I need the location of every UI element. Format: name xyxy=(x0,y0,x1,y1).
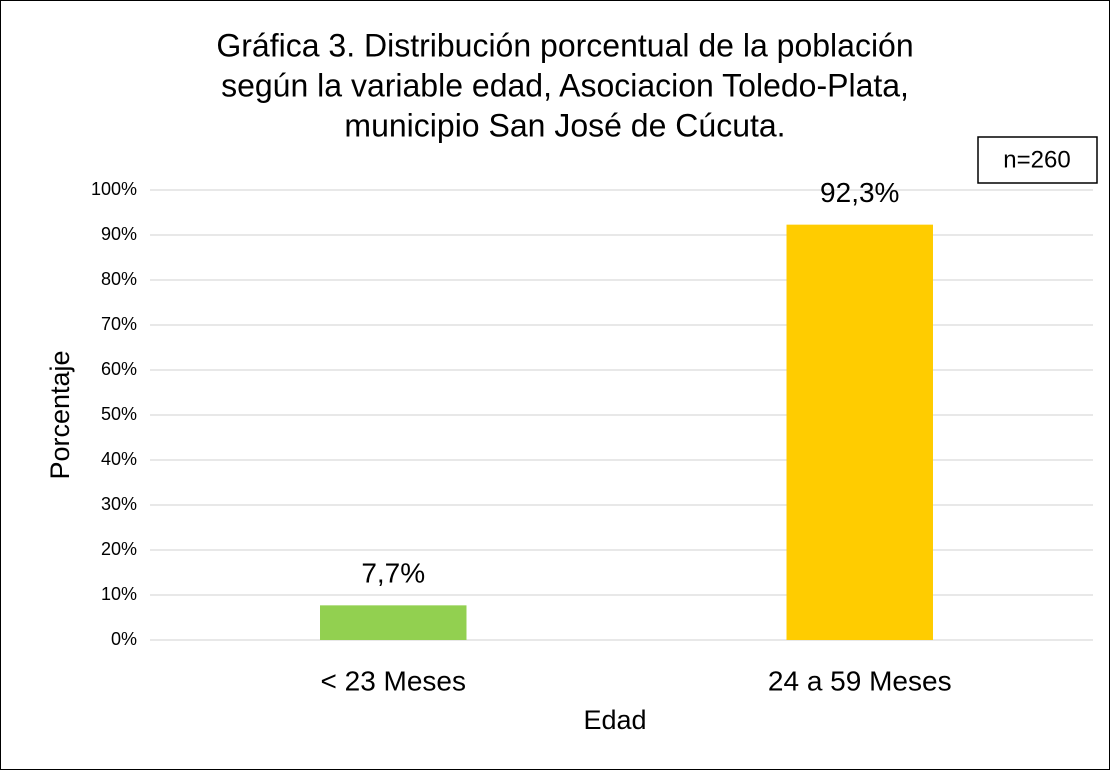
y-tick-label: 40% xyxy=(101,449,137,469)
y-tick-label: 70% xyxy=(101,314,137,334)
chart-title: según la variable edad, Asociacion Toled… xyxy=(221,67,909,103)
chart-title: Gráfica 3. Distribución porcentual de la… xyxy=(216,27,913,63)
y-tick-label: 20% xyxy=(101,539,137,559)
y-tick-label: 0% xyxy=(111,629,137,649)
y-tick-label: 100% xyxy=(91,179,137,199)
y-tick-label: 60% xyxy=(101,359,137,379)
value-label: 92,3% xyxy=(820,177,899,208)
y-tick-label: 80% xyxy=(101,269,137,289)
annotation: n=260 xyxy=(1003,146,1070,173)
y-tick-label: 30% xyxy=(101,494,137,514)
x-axis-title: Edad xyxy=(583,705,646,735)
chart-title: municipio San José de Cúcuta. xyxy=(344,107,785,143)
y-tick-label: 10% xyxy=(101,584,137,604)
bar xyxy=(320,605,467,640)
x-tick-label: 24 a 59 Meses xyxy=(768,665,952,696)
y-tick-label: 90% xyxy=(101,224,137,244)
y-axis-title: Porcentaje xyxy=(45,350,75,479)
bar xyxy=(786,224,933,640)
x-tick-label: < 23 Meses xyxy=(320,665,466,696)
y-tick-label: 50% xyxy=(101,404,137,424)
annotation-box xyxy=(977,136,1098,184)
value-label: 7,7% xyxy=(361,558,425,589)
